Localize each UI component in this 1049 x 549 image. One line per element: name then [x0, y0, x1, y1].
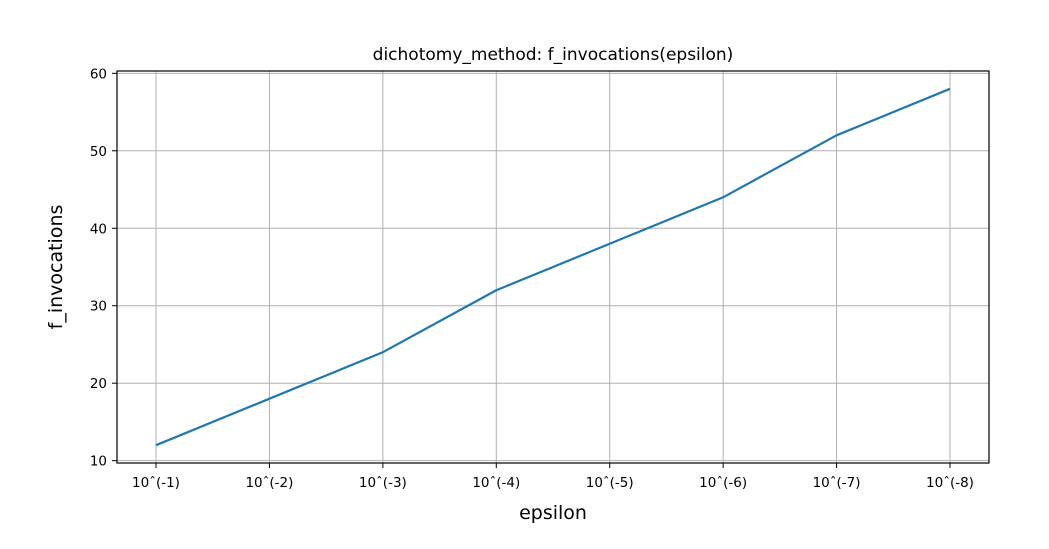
y-tick-label: 30: [90, 299, 107, 315]
x-tick-label: 10ˆ(-5): [586, 475, 634, 491]
x-tick-label: 10ˆ(-7): [813, 475, 861, 491]
x-tick-label: 10ˆ(-3): [359, 475, 407, 491]
y-axis: 10 20 30 40 50 60: [90, 66, 117, 470]
series-layer: [155, 87, 951, 447]
y-tick-label: 50: [90, 144, 107, 160]
y-tick-label: 40: [90, 221, 107, 237]
y-tick-label: 10: [90, 454, 107, 470]
x-tick-label: 10ˆ(-1): [132, 475, 180, 491]
x-axis: 10ˆ(-1) 10ˆ(-2) 10ˆ(-3) 10ˆ(-4) 10ˆ(-5) 10ˆ(-…: [132, 463, 974, 491]
x-tick-label: 10ˆ(-8): [926, 475, 974, 491]
chart-title: dichotomy_method: f_invocations(epsilon): [373, 45, 734, 65]
x-tick-label: 10ˆ(-2): [245, 475, 293, 491]
x-tick-label: 10ˆ(-6): [699, 475, 747, 491]
y-axis-title: f_invocations: [45, 205, 67, 330]
y-tick-label: 20: [90, 376, 107, 392]
plot-frame: [116, 70, 990, 464]
x-tick-label: 10ˆ(-4): [472, 475, 520, 491]
y-tick-label: 60: [90, 66, 107, 82]
grid: [117, 71, 989, 463]
series-line: [155, 87, 951, 447]
x-axis-title: epsilon: [519, 502, 587, 524]
